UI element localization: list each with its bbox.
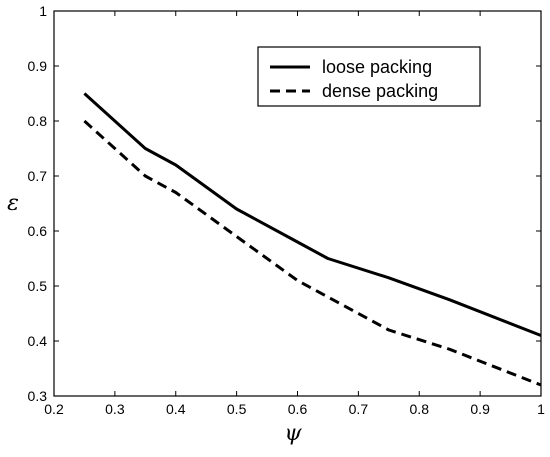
series-line-loose-packing (83, 92, 542, 337)
x-axis-label: ψ (284, 421, 302, 446)
y-tick-label: 0.4 (28, 333, 48, 349)
y-tick-label: 0.9 (28, 58, 48, 74)
legend-label: loose packing (322, 57, 432, 77)
x-tick-label: 0.3 (105, 401, 125, 417)
x-tick-label: 1 (537, 401, 545, 417)
x-tick-label: 0.9 (470, 401, 490, 417)
series-lines (83, 92, 542, 387)
y-tick-label: 1 (39, 3, 47, 19)
x-tick-label: 0.5 (227, 401, 247, 417)
y-tick-label: 0.8 (28, 113, 48, 129)
y-tick-label: 0.6 (28, 223, 48, 239)
y-tick-label: 0.3 (28, 388, 48, 404)
axis-labels: ψ ε (7, 191, 302, 446)
x-tick-label: 0.2 (44, 401, 64, 417)
y-axis-label: ε (7, 191, 19, 216)
x-tick-label: 0.4 (166, 401, 186, 417)
legend-label: dense packing (322, 81, 438, 101)
y-tick-label: 0.7 (28, 168, 48, 184)
series-line-dense-packing (83, 119, 542, 387)
x-tick-label: 0.8 (410, 401, 430, 417)
legend: loose packing dense packing (257, 46, 481, 107)
y-tick-label: 0.5 (28, 278, 48, 294)
x-tick-label: 0.7 (349, 401, 369, 417)
ticks: 0.2 0.3 0.4 0.5 0.6 0.7 0.8 0.9 10.30.40.50.60.7… (28, 3, 546, 417)
x-tick-label: 0.6 (288, 401, 308, 417)
legend-box (257, 46, 481, 107)
